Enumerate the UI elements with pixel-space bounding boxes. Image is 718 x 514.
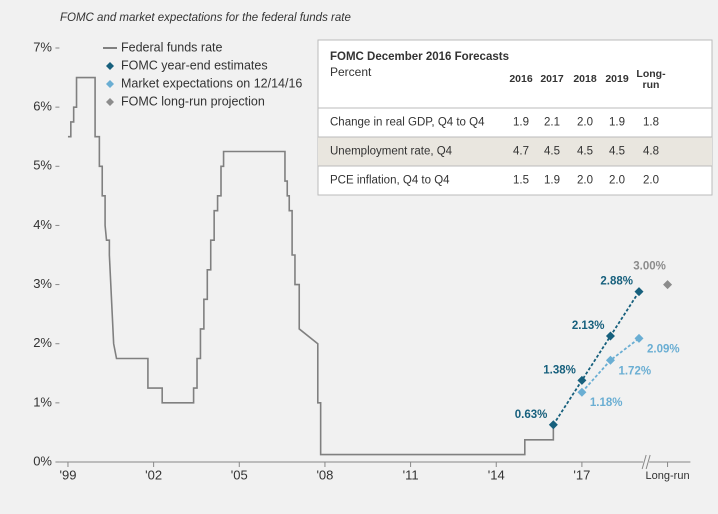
table-box — [317, 39, 713, 196]
diamond-marker — [605, 331, 615, 341]
data-label: 1.38% — [543, 364, 576, 376]
table-cell: 1.9 — [609, 117, 625, 129]
axis-break-gap — [643, 459, 650, 465]
y-tick-label: 7% — [33, 39, 52, 54]
chart-title: FOMC and market expectations for the fed… — [60, 12, 351, 24]
y-tick-label: 2% — [33, 335, 52, 350]
legend-marker — [106, 62, 114, 70]
x-tick-label: '11 — [403, 467, 419, 482]
y-tick-label: 1% — [33, 394, 52, 409]
table-cell: 4.8 — [643, 146, 659, 158]
data-label: 2.13% — [572, 320, 605, 332]
diamond-marker — [577, 387, 587, 397]
table-row-label: Unemployment rate, Q4 — [330, 146, 453, 158]
table-subtitle: Percent — [330, 65, 372, 79]
table-cell: 1.9 — [513, 117, 529, 129]
data-label: 2.09% — [647, 343, 680, 355]
table-column-header: 2016 — [509, 73, 533, 85]
legend-label: Market expectations on 12/14/16 — [121, 76, 302, 90]
table-cell: 2.0 — [577, 175, 593, 187]
table-column-header: 2019 — [605, 73, 629, 85]
table-cell: 2.0 — [609, 175, 625, 187]
table-cell: 4.5 — [544, 146, 560, 158]
legend-label: FOMC year-end estimates — [121, 58, 268, 72]
table-cell: 2.0 — [643, 175, 659, 187]
diamond-marker — [548, 420, 558, 430]
diamond-marker — [605, 355, 615, 365]
table-cell: 1.5 — [513, 175, 529, 187]
table-row-label: Change in real GDP, Q4 to Q4 — [330, 117, 485, 129]
data-label: 1.72% — [618, 365, 651, 377]
y-tick-label: 4% — [33, 217, 52, 232]
data-label: 3.00% — [633, 261, 666, 273]
x-tick-label: '02 — [145, 467, 162, 482]
data-label: 2.88% — [600, 276, 633, 288]
x-tick-label: '05 — [231, 467, 248, 482]
x-tick-label: '14 — [488, 467, 505, 482]
table-cell: 1.9 — [544, 175, 560, 187]
legend-label: FOMC long-run projection — [121, 94, 265, 108]
table-column-header: 2017 — [540, 73, 564, 85]
table-title: FOMC December 2016 Forecasts — [330, 51, 509, 63]
table-cell: 2.1 — [544, 117, 560, 129]
y-tick-label: 6% — [33, 99, 52, 114]
legend-marker — [106, 80, 114, 88]
diamond-marker — [634, 287, 644, 297]
y-tick-label: 3% — [33, 276, 52, 291]
table-row-shade — [318, 137, 712, 166]
table-cell: 4.5 — [609, 146, 625, 158]
x-tick-label: '17 — [573, 467, 590, 482]
data-label: 1.18% — [590, 397, 623, 409]
table-column-header: 2018 — [573, 73, 597, 85]
diamond-marker — [577, 375, 587, 385]
table-cell: 4.7 — [513, 146, 529, 158]
table-column-header: Long-run — [636, 68, 666, 91]
table-row-label: PCE inflation, Q4 to Q4 — [330, 175, 450, 187]
legend-marker — [106, 98, 114, 106]
x-tick-label: Long-run — [646, 470, 690, 482]
table-cell: 2.0 — [577, 117, 593, 129]
axis-break — [645, 454, 651, 470]
diamond-marker — [634, 333, 644, 343]
data-label: 0.63% — [515, 409, 548, 421]
y-tick-label: 0% — [33, 453, 52, 468]
y-tick-label: 5% — [33, 158, 52, 173]
table-cell: 1.8 — [643, 117, 659, 129]
table-cell: 4.5 — [577, 146, 593, 158]
x-tick-label: '08 — [316, 467, 333, 482]
diamond-marker — [663, 280, 673, 290]
x-tick-label: '99 — [59, 467, 76, 482]
series-line — [67, 76, 555, 456]
legend-label: Federal funds rate — [121, 40, 222, 54]
axis-break — [641, 454, 647, 470]
series-line — [552, 291, 640, 426]
